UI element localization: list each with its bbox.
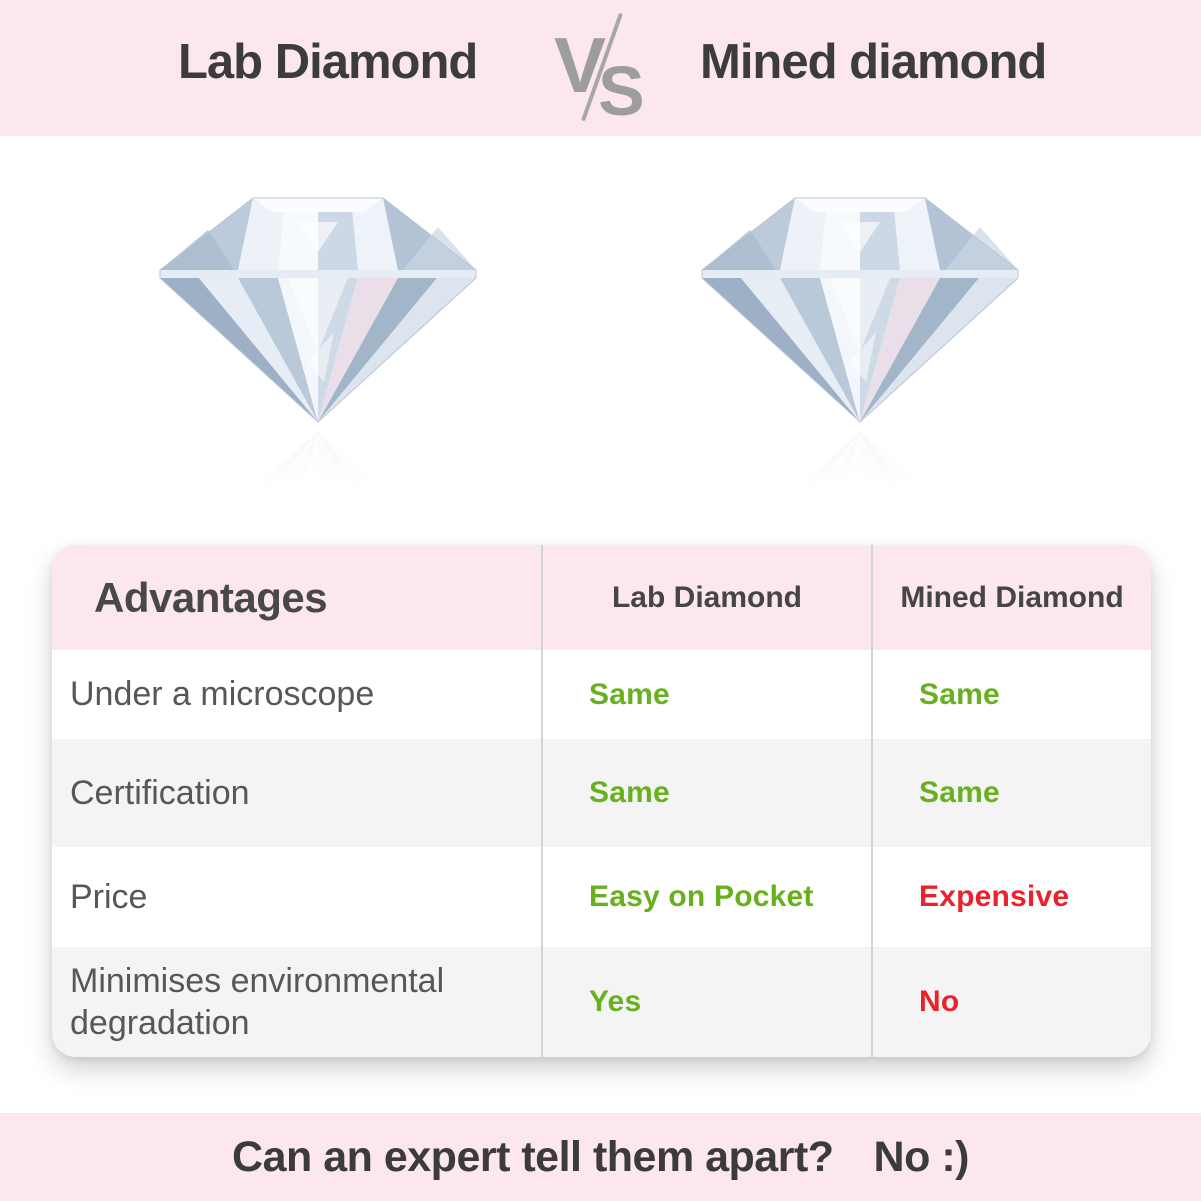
mined-value: Same <box>871 650 1151 739</box>
vs-letter-s: S <box>598 52 645 130</box>
header-band: Lab Diamond V S Mined diamond <box>0 0 1201 136</box>
mined-value: Same <box>871 739 1151 847</box>
lab-diamond-reflection <box>138 427 498 505</box>
footer-band: Can an expert tell them apart? No :) <box>0 1113 1201 1201</box>
mined-diamond-reflection <box>680 427 1040 505</box>
mined-value: No <box>871 947 1151 1057</box>
lab-value: Yes <box>541 947 871 1057</box>
mined-value: Expensive <box>871 847 1151 947</box>
table-header-lab-diamond: Lab Diamond <box>541 545 871 650</box>
lab-diamond-gem-icon <box>138 182 498 427</box>
footer-question: Can an expert tell them apart? <box>232 1132 834 1181</box>
row-label: Price <box>70 877 148 916</box>
lab-value: Easy on Pocket <box>541 847 871 947</box>
lab-diamond-title: Lab Diamond <box>178 35 478 89</box>
vs-emblem: V S <box>540 0 660 136</box>
table-header-mined-diamond: Mined Diamond <box>871 545 1151 650</box>
row-label: Certification <box>52 739 541 847</box>
row-label: Under a microscope <box>70 675 375 714</box>
lab-diamond-image <box>138 182 498 505</box>
table-header-advantages: Advantages <box>52 545 541 650</box>
lab-value: Same <box>541 650 871 739</box>
vs-letter-v: V <box>554 21 607 109</box>
mined-diamond-gem-icon <box>680 182 1040 427</box>
mined-diamond-title: Mined diamond <box>700 35 1047 89</box>
row-label: Minimises environmental degradation <box>52 947 541 1057</box>
footer-answer: No :) <box>873 1132 970 1181</box>
comparison-table: Advantages Lab Diamond Mined Diamond Und… <box>52 545 1151 1057</box>
lab-value: Same <box>541 739 871 847</box>
mined-diamond-image <box>680 182 1040 505</box>
